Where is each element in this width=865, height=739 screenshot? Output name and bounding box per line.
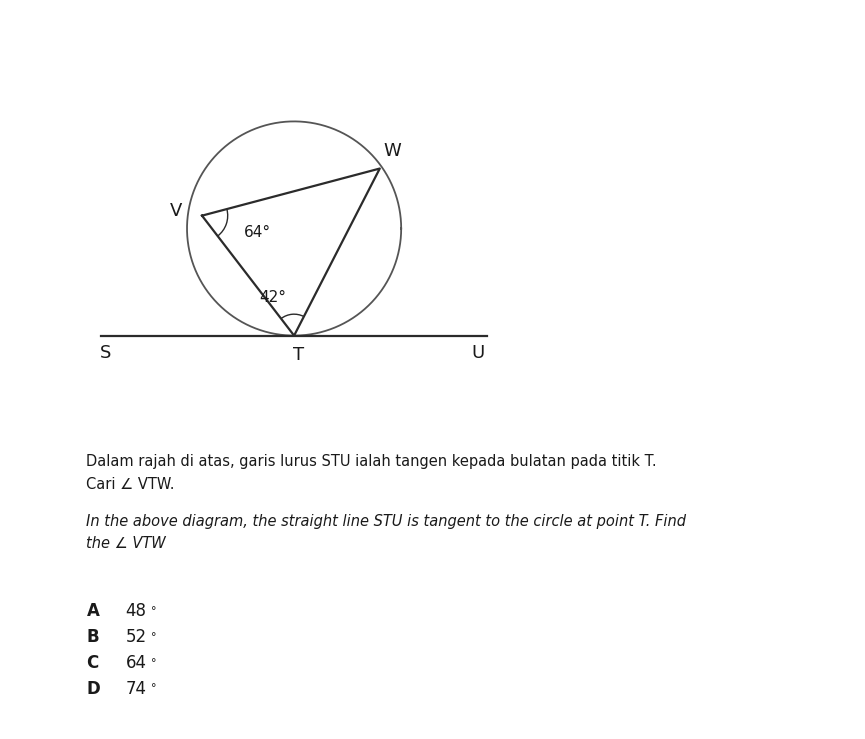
Text: C: C bbox=[86, 654, 99, 672]
Text: W: W bbox=[384, 143, 401, 160]
Text: 48: 48 bbox=[125, 602, 146, 620]
Text: Cari ∠ VTW.: Cari ∠ VTW. bbox=[86, 477, 175, 491]
Text: °: ° bbox=[151, 606, 156, 616]
Text: 64: 64 bbox=[125, 654, 146, 672]
Text: the ∠ VTW: the ∠ VTW bbox=[86, 536, 166, 551]
Text: Dalam rajah di atas, garis lurus STU ialah tangen kepada bulatan pada titik T.: Dalam rajah di atas, garis lurus STU ial… bbox=[86, 454, 657, 469]
Text: U: U bbox=[471, 344, 485, 361]
Text: S: S bbox=[100, 344, 112, 361]
Text: °: ° bbox=[151, 632, 156, 642]
Text: T: T bbox=[293, 346, 304, 364]
Text: 42°: 42° bbox=[260, 290, 286, 304]
Text: °: ° bbox=[151, 684, 156, 694]
Text: 74: 74 bbox=[125, 680, 146, 698]
Text: °: ° bbox=[151, 658, 156, 668]
Text: 52: 52 bbox=[125, 628, 146, 646]
Text: A: A bbox=[86, 602, 99, 620]
Text: 64°: 64° bbox=[244, 225, 272, 240]
Text: In the above diagram, the straight line STU is tangent to the circle at point T.: In the above diagram, the straight line … bbox=[86, 514, 687, 528]
Text: D: D bbox=[86, 680, 100, 698]
Text: V: V bbox=[170, 202, 183, 220]
Text: B: B bbox=[86, 628, 99, 646]
